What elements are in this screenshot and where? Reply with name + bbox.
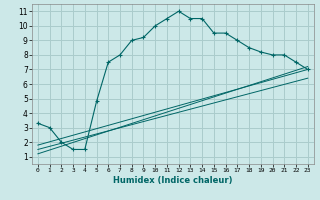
X-axis label: Humidex (Indice chaleur): Humidex (Indice chaleur): [113, 176, 233, 185]
